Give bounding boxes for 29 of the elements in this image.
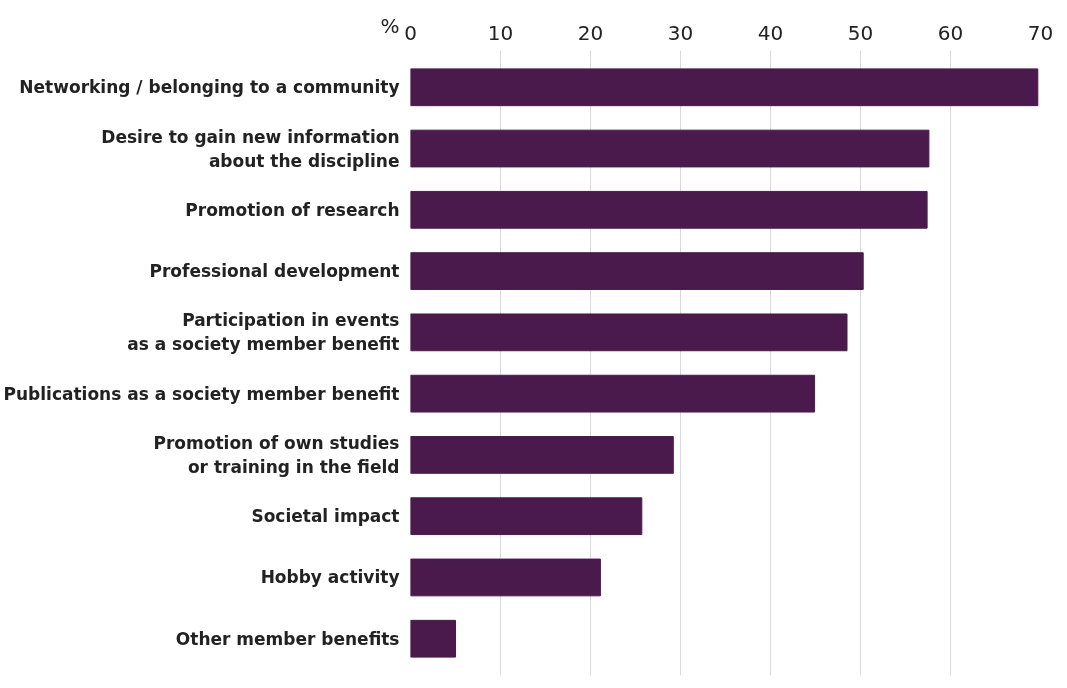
x-tick-label: 50 xyxy=(847,20,874,45)
y-tick-label: Promotion of own studies or training in the field xyxy=(153,432,400,477)
bar xyxy=(410,129,930,168)
bar xyxy=(410,190,928,229)
y-tick-label: Professional development xyxy=(149,261,400,282)
x-tick-label: 60 xyxy=(937,20,964,45)
bar xyxy=(410,313,848,352)
bar xyxy=(410,68,1039,107)
bar xyxy=(410,252,864,290)
y-tick-label: Promotion of research xyxy=(185,199,400,220)
bar xyxy=(410,619,456,658)
x-tick-label: 20 xyxy=(577,20,604,45)
y-tick-label: Hobby activity xyxy=(260,567,400,588)
x-tick-label: 10 xyxy=(487,20,514,45)
x-tick-label: 40 xyxy=(757,20,784,45)
y-tick-label: Publications as a society member benefit xyxy=(3,383,400,404)
x-tick-label: 30 xyxy=(667,20,694,45)
bar xyxy=(410,374,816,413)
bar xyxy=(410,497,643,536)
x-tick-label: 70 xyxy=(1027,20,1054,45)
y-tick-label: Desire to gain new information about the discipline xyxy=(101,126,400,171)
bar xyxy=(410,558,601,597)
y-tick-label: Societal impact xyxy=(251,506,400,527)
bar xyxy=(410,436,674,474)
y-tick-label: Networking / belonging to a community xyxy=(19,77,400,98)
y-tick-label: Other member benefits xyxy=(175,628,400,649)
x-axis-title: % xyxy=(380,13,400,38)
y-tick-label: Participation in events as a society member benefit xyxy=(127,310,400,355)
x-tick-label: 0 xyxy=(404,20,417,45)
